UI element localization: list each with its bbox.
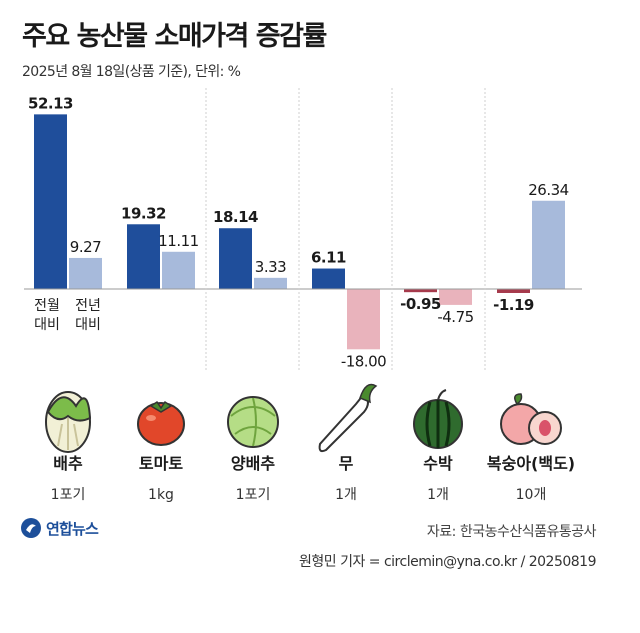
category-name-3: 무 [339, 454, 354, 473]
category-name-5: 복숭아(백도) [487, 454, 575, 473]
tomato-icon [137, 400, 185, 446]
data-label-mom-3: 6.11 [311, 249, 346, 267]
bar-mom-3 [312, 268, 345, 289]
category-name-0: 배추 [53, 454, 83, 473]
yonhap-logo-text: 연합뉴스 [46, 519, 99, 538]
chart-title: 주요 농산물 소매가격 증감률 [22, 21, 327, 52]
bar-yoy-3 [347, 289, 380, 350]
bar-mom-4 [404, 289, 437, 293]
bar-yoy-0 [69, 257, 102, 289]
data-label-mom-4: -0.95 [400, 295, 441, 313]
chart-subtitle: 2025년 8월 18일(상품 기준), 단위: % [22, 64, 241, 80]
data-label-yoy-2: 3.33 [255, 258, 286, 276]
category-name-1: 토마토 [139, 454, 183, 473]
source-note: 자료: 한국농수산식품유통공사 [426, 524, 597, 540]
legend-mom-label-2: 대비 [34, 317, 60, 333]
radish-icon [318, 383, 378, 453]
cabbage-icon [227, 396, 279, 448]
legend-yoy-label-2: 대비 [75, 317, 101, 333]
bar-yoy-5 [532, 200, 565, 289]
data-label-yoy-1: 11.11 [158, 232, 198, 250]
category-unit-5: 10개 [516, 487, 547, 503]
bar-mom-2 [219, 228, 252, 289]
category-unit-0: 1포기 [51, 487, 86, 503]
bar-mom-5 [497, 289, 530, 293]
legend-mom-label-1: 전월 [34, 298, 60, 314]
data-label-mom-0: 52.13 [28, 94, 73, 112]
category-name-2: 양배추 [231, 454, 275, 473]
data-label-yoy-4: -4.75 [437, 308, 473, 326]
bar-mom-1 [127, 224, 160, 289]
category-unit-3: 1개 [335, 487, 357, 503]
bar-yoy-4 [439, 289, 472, 305]
data-label-mom-2: 18.14 [213, 208, 258, 226]
category-name-4: 수박 [423, 454, 453, 473]
category-unit-1: 1kg [148, 487, 174, 503]
bar-yoy-1 [162, 251, 195, 289]
data-label-yoy-3: -18.00 [341, 352, 386, 370]
data-label-yoy-0: 9.27 [70, 238, 101, 256]
bar-mom-0 [34, 114, 67, 289]
yonhap-logo: 연합뉴스 [20, 517, 99, 539]
peach-icon [500, 393, 562, 445]
data-label-mom-1: 19.32 [121, 204, 166, 222]
category-unit-4: 1개 [427, 487, 449, 503]
napa-cabbage-icon [45, 391, 92, 453]
data-label-mom-5: -1.19 [493, 296, 534, 314]
data-label-yoy-5: 26.34 [528, 181, 568, 199]
watermelon-icon [413, 389, 463, 449]
credit-line: 원형민 기자 = circlemin@yna.co.kr / 20250819 [298, 554, 597, 570]
yonhap-logo-icon [21, 518, 41, 538]
bar-yoy-2 [254, 277, 287, 289]
legend-yoy-label-1: 전년 [75, 298, 101, 314]
category-unit-2: 1포기 [236, 487, 271, 503]
